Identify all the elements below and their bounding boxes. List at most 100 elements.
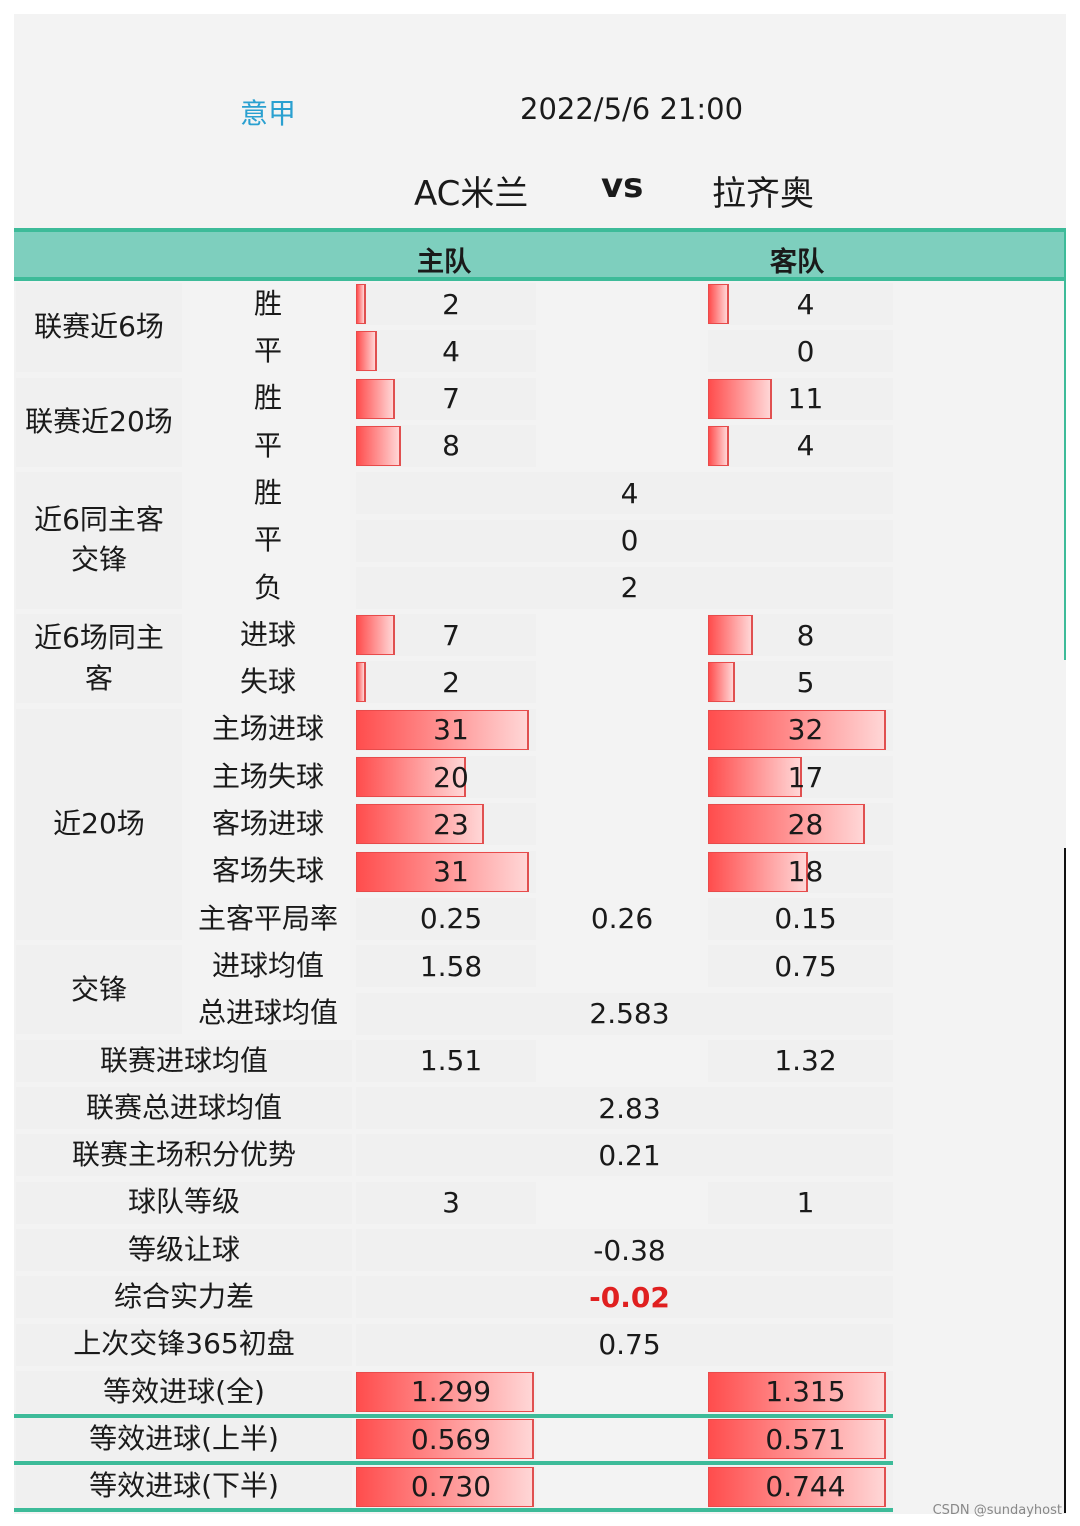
span-cell — [356, 1276, 893, 1319]
row-label: 等效进球(下半) — [89, 1469, 279, 1503]
row-label: 主场进球 — [211, 712, 324, 746]
home-value: 7 — [442, 618, 460, 652]
home-cell — [356, 897, 536, 940]
away-value-bar — [708, 284, 730, 324]
row-label: 胜 — [253, 475, 282, 509]
away-value: 1.315 — [765, 1375, 846, 1409]
center-value: 0.26 — [590, 902, 654, 936]
home-value: 7 — [442, 382, 460, 416]
home-value-bar — [356, 425, 401, 466]
home-value: 4 — [442, 334, 460, 368]
span-cell — [356, 1087, 893, 1130]
away-value-bar — [708, 1419, 886, 1460]
away-value-bar — [708, 615, 753, 656]
row-label: 主客平局率 — [197, 901, 338, 935]
span-cell — [356, 566, 893, 609]
row-label: 联赛进球均值 — [99, 1043, 268, 1077]
league-label: 意甲 — [240, 97, 297, 130]
away-cell — [708, 330, 893, 373]
right-edge-line — [1064, 230, 1066, 660]
home-value-bar — [356, 757, 467, 797]
away-value: 0.15 — [774, 902, 837, 936]
away-cell — [708, 283, 893, 325]
group-label: 近20场 — [16, 708, 182, 940]
home-value-bar — [356, 709, 529, 750]
row-label: 联赛总进球均值 — [85, 1090, 282, 1124]
home-column-header: 主队 — [417, 247, 471, 278]
row-label: 负 — [253, 570, 282, 604]
away-value: 11 — [787, 382, 824, 416]
home-cell — [356, 1181, 536, 1224]
row-label: 球队等级 — [127, 1185, 240, 1219]
row-label: 胜 — [253, 286, 282, 320]
home-value-bar — [356, 662, 366, 703]
away-value: 1.32 — [774, 1044, 837, 1078]
summary-label-cell — [16, 1087, 352, 1130]
home-cell — [356, 1039, 536, 1082]
group-label: 交锋 — [16, 945, 182, 1035]
center-value: 0.75 — [598, 1328, 661, 1362]
group-label: 联赛近20场 — [16, 377, 182, 467]
row-label: 进球均值 — [211, 948, 324, 982]
away-value: 5 — [796, 665, 815, 699]
away-value-bar — [708, 851, 808, 892]
away-value: 28 — [787, 807, 824, 841]
row-label: 平 — [253, 428, 282, 462]
home-value: 1.51 — [419, 1044, 483, 1078]
span-cell — [356, 992, 893, 1035]
home-value: 2 — [442, 665, 460, 699]
divider-line — [14, 1414, 893, 1418]
column-header-band — [14, 228, 1066, 281]
center-value: -0.38 — [593, 1233, 666, 1267]
summary-label-cell — [16, 1181, 352, 1224]
home-value: 0.730 — [410, 1470, 492, 1503]
home-value-bar — [356, 1371, 534, 1412]
away-cell — [708, 1181, 893, 1224]
home-value-bar — [356, 1419, 534, 1460]
away-value-bar — [708, 757, 803, 797]
span-cell — [356, 472, 893, 515]
home-value-bar — [356, 331, 378, 372]
away-value: 0 — [796, 334, 815, 368]
row-label: 胜 — [253, 381, 282, 415]
home-value-bar — [356, 1466, 534, 1507]
row-label: 进球 — [239, 617, 296, 651]
away-value: 8 — [796, 618, 815, 652]
home-cell — [356, 283, 536, 325]
away-value: 0.571 — [765, 1422, 846, 1456]
away-value: 0.75 — [774, 949, 837, 983]
right-edge-line — [1064, 848, 1066, 1513]
home-team-name: AC米兰 — [414, 174, 529, 214]
home-value: 3 — [442, 1186, 460, 1220]
center-value: 2.83 — [598, 1091, 661, 1125]
away-value-bar — [708, 425, 730, 466]
center-value: 0 — [620, 524, 639, 557]
home-value: 0.569 — [410, 1422, 492, 1456]
center-value: 0.21 — [598, 1138, 661, 1172]
home-cell — [356, 330, 536, 373]
away-cell — [708, 1039, 893, 1082]
row-label: 平 — [253, 523, 282, 557]
away-value: 17 — [787, 760, 824, 794]
row-label: 综合实力差 — [113, 1280, 254, 1313]
home-value-bar — [356, 804, 485, 845]
row-label: 总进球均值 — [197, 996, 338, 1030]
home-value-bar — [356, 378, 396, 419]
span-cell — [356, 1323, 893, 1366]
summary-label-cell — [16, 1276, 352, 1319]
divider-line — [14, 1508, 893, 1512]
group-label: 近6同主客交锋 — [16, 472, 182, 609]
center-value: 2.583 — [589, 997, 670, 1030]
home-value: 2 — [442, 287, 460, 321]
row-label: 平 — [253, 334, 282, 367]
away-cell — [708, 897, 893, 940]
home-value: 8 — [442, 429, 460, 463]
home-value: 1.299 — [410, 1375, 492, 1409]
home-value: 31 — [433, 855, 469, 889]
away-value: 1 — [796, 1186, 815, 1220]
away-column-header: 客队 — [770, 247, 824, 278]
home-value: 23 — [433, 807, 469, 841]
away-value: 32 — [787, 713, 824, 747]
span-cell — [356, 1134, 893, 1177]
away-value-bar — [708, 1466, 886, 1507]
